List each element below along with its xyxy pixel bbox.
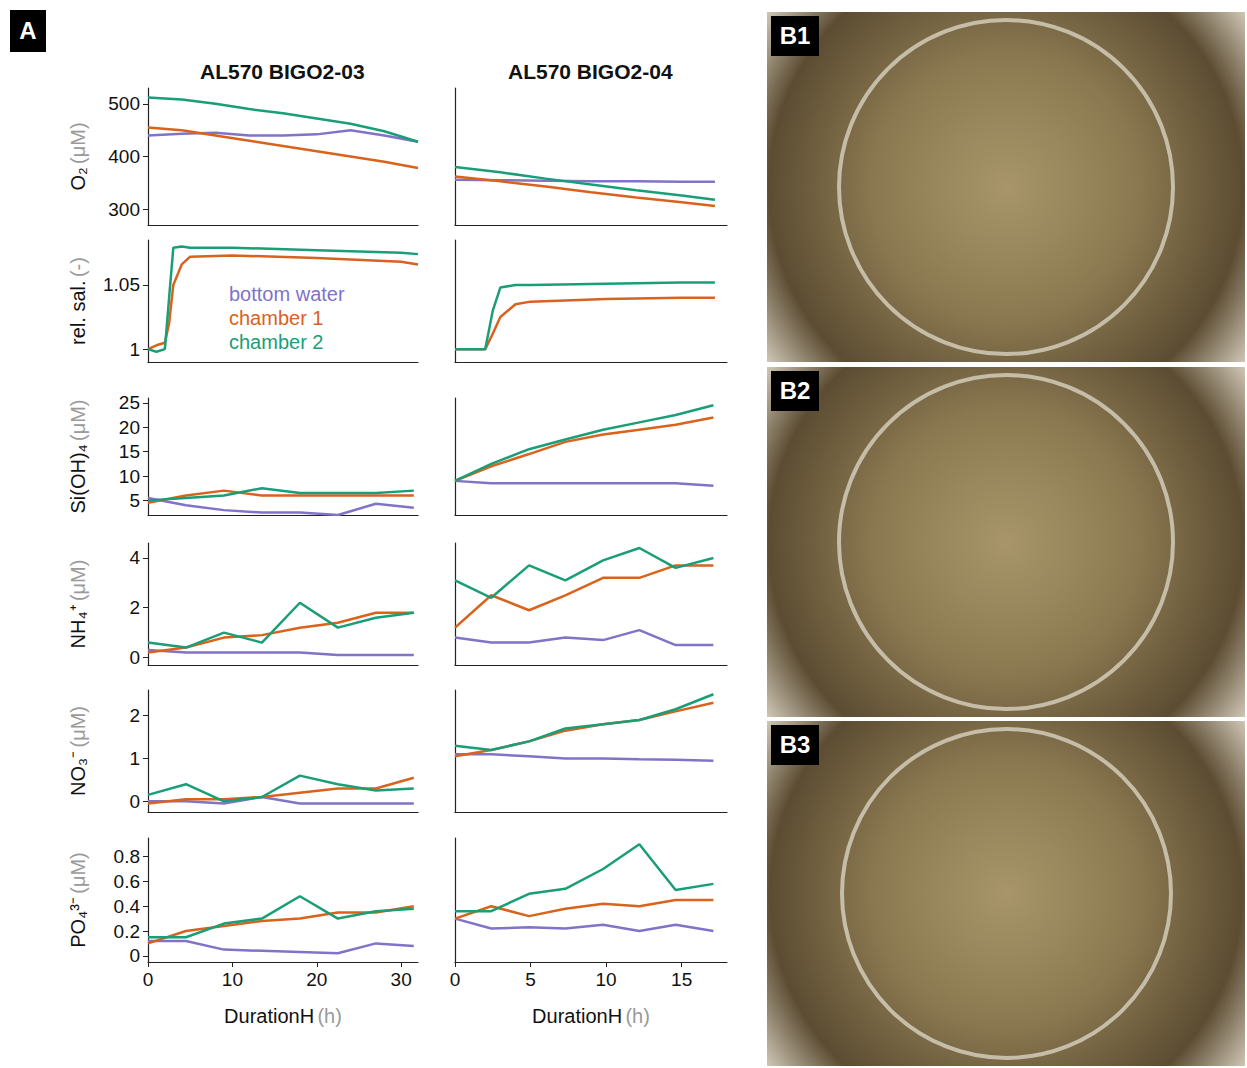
svg-text:15: 15 [671,969,692,990]
svg-text:2: 2 [129,705,140,726]
svg-text:(μM): (μM) [67,122,89,164]
html-text:A: A [19,17,37,44]
svg-text:300: 300 [108,199,140,220]
svg-text:0: 0 [129,647,140,668]
svg-text:1.05: 1.05 [103,274,140,295]
svg-text:(μM): (μM) [67,706,89,748]
svg-text:5: 5 [129,490,140,511]
svg-text:0: 0 [450,969,461,990]
svg-text:(h): (h) [317,1005,341,1027]
svg-text:(μM): (μM) [67,560,89,602]
svg-text:25: 25 [119,392,140,413]
svg-text:0.6: 0.6 [114,871,140,892]
html-text:B1: B1 [779,22,811,49]
svg-text:1: 1 [129,748,140,769]
svg-text:0: 0 [129,791,140,812]
svg-text:bottom water: bottom water [229,283,345,305]
svg-text:30: 30 [391,969,412,990]
svg-text:0.8: 0.8 [114,846,140,867]
svg-text:AL570 BIGO2-04: AL570 BIGO2-04 [508,60,673,83]
svg-text:DurationH: DurationH [224,1005,314,1027]
svg-text:400: 400 [108,146,140,167]
svg-text:0.4: 0.4 [114,896,141,917]
svg-text:Si(OH)₄: Si(OH)₄ [67,444,89,513]
svg-text:15: 15 [119,441,140,462]
svg-text:0.2: 0.2 [114,921,140,942]
svg-text:0: 0 [129,945,140,966]
svg-text:chamber 2: chamber 2 [229,331,324,353]
svg-text:NO₃⁻: NO₃⁻ [67,751,89,796]
svg-text:DurationH: DurationH [532,1005,622,1027]
svg-text:rel. sal.: rel. sal. [67,280,89,344]
svg-text:10: 10 [119,466,140,487]
svg-text:chamber 1: chamber 1 [229,307,324,329]
svg-text:20: 20 [119,417,140,438]
svg-text:(-): (-) [67,257,89,277]
svg-text:NH₄⁺: NH₄⁺ [67,604,89,648]
svg-text:0: 0 [143,969,154,990]
svg-text:500: 500 [108,93,140,114]
svg-text:2: 2 [129,597,140,618]
svg-text:AL570 BIGO2-03: AL570 BIGO2-03 [200,60,365,83]
svg-text:4: 4 [129,547,140,568]
svg-text:O₂: O₂ [67,167,89,190]
svg-text:(μM): (μM) [67,852,89,894]
svg-text:1: 1 [129,339,140,360]
svg-text:10: 10 [222,969,243,990]
svg-text:5: 5 [525,969,536,990]
html-text:B3: B3 [779,731,811,758]
svg-text:(μM): (μM) [67,399,89,441]
svg-text:(h): (h) [625,1005,649,1027]
html-text:B2: B2 [779,377,811,404]
svg-text:PO₄³⁻: PO₄³⁻ [67,897,89,948]
svg-text:20: 20 [306,969,327,990]
svg-text:10: 10 [596,969,617,990]
